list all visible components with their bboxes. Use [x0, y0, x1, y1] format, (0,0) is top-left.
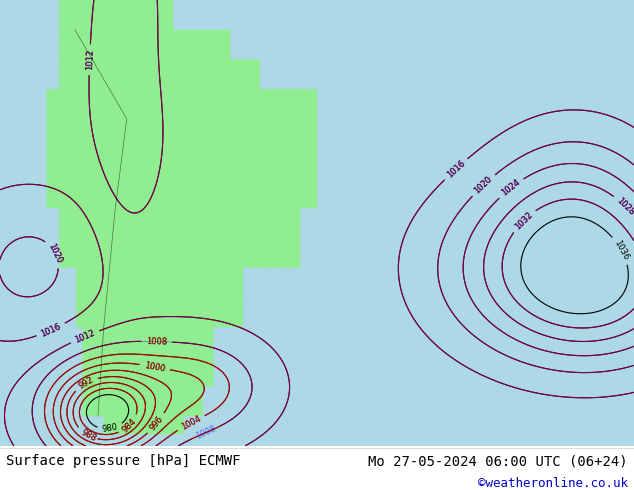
Text: 1036: 1036 — [612, 239, 630, 262]
Text: 980: 980 — [101, 423, 119, 434]
Text: 1020: 1020 — [46, 242, 64, 265]
Text: 1020: 1020 — [46, 242, 64, 265]
Text: 984: 984 — [120, 416, 138, 434]
Text: 1000: 1000 — [144, 361, 166, 373]
Text: 1004: 1004 — [179, 414, 202, 432]
Text: 1012: 1012 — [85, 49, 94, 71]
Text: 1028: 1028 — [615, 196, 634, 217]
Text: 1032: 1032 — [513, 210, 534, 231]
Text: 1016: 1016 — [39, 321, 62, 339]
Text: Mo 27-05-2024 06:00 UTC (06+24): Mo 27-05-2024 06:00 UTC (06+24) — [368, 454, 628, 468]
Text: 1024: 1024 — [500, 178, 522, 198]
Text: 1020: 1020 — [473, 174, 494, 196]
Text: 984: 984 — [120, 416, 138, 434]
Text: 1028: 1028 — [615, 196, 634, 217]
Text: 1016: 1016 — [445, 159, 467, 179]
Text: 1012: 1012 — [74, 328, 96, 345]
Text: 992: 992 — [77, 375, 95, 391]
Text: 1004: 1004 — [179, 414, 202, 432]
Text: 1024: 1024 — [500, 178, 522, 198]
Text: 1012: 1012 — [85, 49, 94, 71]
Text: ©weatheronline.co.uk: ©weatheronline.co.uk — [477, 477, 628, 490]
Text: 1012: 1012 — [85, 49, 94, 71]
Text: 1016: 1016 — [445, 159, 467, 179]
Text: 1020: 1020 — [473, 174, 494, 196]
Text: 1020: 1020 — [473, 174, 494, 196]
Text: 996: 996 — [148, 415, 165, 433]
Text: 1032: 1032 — [513, 210, 534, 231]
Text: 1024: 1024 — [500, 178, 522, 198]
Text: 988: 988 — [79, 428, 98, 443]
Text: 1000: 1000 — [144, 361, 166, 373]
Text: 1008: 1008 — [146, 337, 167, 346]
Text: 996: 996 — [148, 415, 165, 433]
Text: 1016: 1016 — [445, 159, 467, 179]
Text: 988: 988 — [79, 428, 98, 443]
Text: 1020: 1020 — [46, 242, 64, 265]
Text: 1016: 1016 — [39, 321, 62, 339]
Text: 1032: 1032 — [513, 210, 534, 231]
Text: 1016: 1016 — [39, 321, 62, 339]
Text: Surface pressure [hPa] ECMWF: Surface pressure [hPa] ECMWF — [6, 454, 241, 468]
Text: 1012: 1012 — [74, 328, 96, 345]
Text: 992: 992 — [77, 375, 95, 391]
Text: 1008: 1008 — [146, 337, 167, 346]
Text: 1028: 1028 — [615, 196, 634, 217]
Text: 1012: 1012 — [74, 328, 96, 345]
Text: 1008: 1008 — [195, 424, 217, 441]
